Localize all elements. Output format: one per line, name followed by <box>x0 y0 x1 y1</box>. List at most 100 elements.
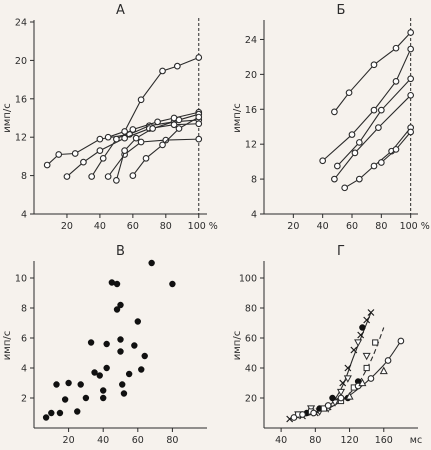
data-point-open-circle <box>43 161 51 169</box>
data-point-open-circle <box>99 154 107 162</box>
data-point-open-circle <box>407 91 415 99</box>
y-tick-label: 12 <box>245 140 257 151</box>
data-point-open-circle <box>195 54 203 61</box>
data-point-open-circle <box>337 394 345 402</box>
data-point-triangle-down <box>362 352 371 361</box>
data-point-open-circle <box>370 162 378 170</box>
data-point-filled-circle <box>65 379 72 387</box>
x-tick-label: 40 <box>94 221 106 232</box>
data-point-open-circle <box>154 118 161 126</box>
panel-title: Г <box>337 244 345 259</box>
fit-curve-4 <box>298 327 385 417</box>
data-point-open-circle <box>159 67 166 75</box>
x-tick-label: 40 <box>317 221 329 232</box>
data-point-filled-circle <box>119 381 126 388</box>
x-tick-label: 80 <box>166 435 178 446</box>
data-point-filled-circle <box>117 348 124 355</box>
data-point-cross <box>357 331 365 339</box>
series-line-4 <box>107 138 199 177</box>
y-tick-label: 24 <box>245 35 257 46</box>
data-point-open-circle <box>121 128 128 135</box>
y-tick-label: 20 <box>245 394 257 405</box>
panel-2: Б 4 8 12 16 20 24 20 40 60 80 100 % имп/с <box>232 3 430 232</box>
data-point-open-circle <box>113 135 120 143</box>
data-point-open-circle <box>407 45 415 53</box>
x-tick-label: 80 <box>309 435 321 446</box>
y-tick-label: 16 <box>245 105 257 116</box>
data-point-open-circle <box>375 124 382 131</box>
data-point-open-circle <box>341 184 349 192</box>
data-point-filled-circle <box>113 280 121 288</box>
panel-title: В <box>116 244 125 259</box>
data-point-filled-circle <box>91 369 98 376</box>
data-point-open-circle <box>129 126 137 133</box>
y-tick-label: 20 <box>15 56 27 67</box>
x-tick-label: 160 <box>375 435 393 446</box>
x-axis-label: мс <box>410 435 422 446</box>
data-point-open-circle <box>96 147 104 154</box>
data-point-filled-circle <box>138 366 145 373</box>
y-tick-label: 16 <box>15 94 27 105</box>
data-point-open-circle <box>351 149 359 157</box>
data-point-filled-circle <box>53 381 60 388</box>
panel-4: Г 20 40 60 80 100 40 80 120 160 мс имп/с <box>232 244 422 446</box>
series-line-3 <box>336 78 412 167</box>
data-point-filled-circle <box>117 336 124 343</box>
data-point-open-circle <box>319 157 327 165</box>
data-point-open-circle <box>80 158 87 166</box>
data-point-open-circle <box>299 411 306 418</box>
data-point-open-circle <box>195 120 203 128</box>
data-point-filled-circle <box>103 364 110 372</box>
data-point-open-circle <box>348 131 356 138</box>
data-point-filled-circle <box>169 280 176 288</box>
data-point-open-circle <box>137 96 145 104</box>
data-point-filled-circle <box>61 396 69 403</box>
data-point-open-circle <box>113 177 120 184</box>
y-tick-label: 80 <box>245 304 257 315</box>
data-point-open-circle <box>384 357 392 364</box>
data-point-filled-circle <box>48 409 55 417</box>
data-point-open-circle <box>367 375 375 382</box>
x-tick-label: 60 <box>127 221 139 232</box>
data-point-filled-circle <box>96 372 103 379</box>
x-tick-label: 80 <box>160 221 172 232</box>
data-point-open-circle <box>88 173 96 180</box>
x-tick-label: 60 <box>132 435 144 446</box>
data-point-filled-circle <box>99 394 107 402</box>
data-point-open-circle <box>137 138 145 146</box>
series-line-5 <box>115 113 199 181</box>
data-point-filled-circle <box>42 414 50 421</box>
data-point-open-circle <box>324 402 332 409</box>
y-axis-label: имп/с <box>2 103 13 132</box>
y-tick-label: 8 <box>21 171 27 182</box>
data-point-filled-circle <box>125 370 133 378</box>
data-point-open-circle <box>370 106 378 114</box>
data-point-open-circle <box>331 175 338 183</box>
data-point-cross <box>367 309 375 316</box>
data-point-filled-circle <box>87 339 95 346</box>
data-point-open-circle <box>96 135 104 143</box>
data-point-open-circle <box>377 159 385 166</box>
x-tick-label: 60 <box>346 221 358 232</box>
data-point-filled-circle <box>131 342 138 349</box>
data-point-open-circle <box>407 75 415 83</box>
data-point-filled-circle <box>117 301 124 309</box>
data-point-open-triangle <box>345 392 354 400</box>
data-point-cross <box>344 364 352 372</box>
data-point-open-circle <box>121 134 128 142</box>
y-axis-label: имп/с <box>232 103 243 132</box>
data-point-triangle-down <box>354 339 363 347</box>
data-point-triangle-down <box>343 375 352 383</box>
y-tick-label: 4 <box>21 210 27 221</box>
data-point-open-square <box>363 364 370 372</box>
data-point-open-circle <box>159 141 166 149</box>
x-tick-label: 40 <box>97 435 109 446</box>
panel-title: Б <box>337 3 346 18</box>
data-point-open-circle <box>173 62 181 70</box>
data-point-open-circle <box>355 175 363 183</box>
x-tick-label: 100 % <box>188 221 218 232</box>
data-point-open-circle <box>407 128 415 136</box>
data-point-open-circle <box>397 337 405 345</box>
data-point-open-circle <box>71 150 79 157</box>
